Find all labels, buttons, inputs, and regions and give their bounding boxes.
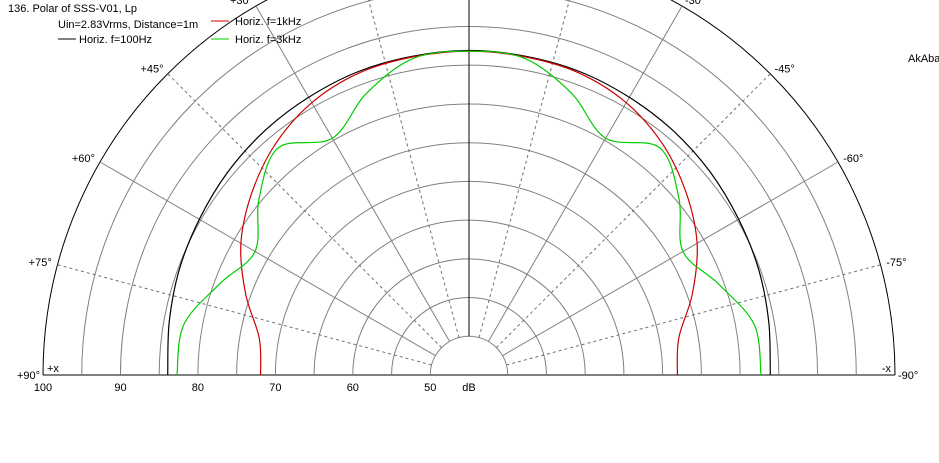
angle-label-p60: +60° — [72, 153, 95, 165]
axis-labels: +90°+75°+60°+45°+30°+15°0°-15°-30°-45°-6… — [17, 0, 918, 394]
spoke-minus75 — [506, 264, 881, 366]
series-curves — [167, 49, 771, 376]
angle-label-m30: -30° — [685, 0, 705, 7]
series-curve-2 — [176, 50, 762, 376]
watermark: AkAba — [908, 53, 939, 65]
db-tick-100: 100 — [34, 382, 52, 394]
db-tick-70: 70 — [269, 382, 281, 394]
spoke-minus60 — [502, 161, 839, 357]
db-tick-80: 80 — [192, 382, 204, 394]
chart-title: 136. Polar of SSS-V01, Lp — [8, 3, 137, 15]
legend-label-100hz: Horiz. f=100Hz — [79, 34, 152, 46]
ring-50db — [429, 335, 509, 376]
ring-100db — [42, 0, 896, 376]
spoke-plus45 — [167, 73, 442, 348]
angle-label-m90: -90° — [898, 370, 918, 382]
db-tick-60: 60 — [347, 382, 359, 394]
legend: Horiz. f=100Hz Horiz. f=1kHz Horiz. f=3k… — [58, 16, 301, 46]
axis-end-left: +x — [47, 363, 59, 375]
db-tick-50: 50 — [424, 382, 436, 394]
polar-grid — [42, 0, 896, 376]
ring-95db — [81, 0, 857, 376]
legend-label-3khz: Horiz. f=3kHz — [235, 34, 301, 46]
chart-subtitle: Uin=2.83Vrms, Distance=1m — [58, 19, 198, 31]
db-tick-90: 90 — [114, 382, 126, 394]
angle-label-p30: +30° — [230, 0, 253, 7]
legend-label-1khz: Horiz. f=1kHz — [235, 16, 301, 28]
spoke-plus60 — [99, 161, 436, 357]
angle-label-p75: +75° — [29, 257, 52, 269]
spoke-plus30 — [255, 5, 451, 342]
angle-label-m60: -60° — [843, 153, 863, 165]
spoke-minus15 — [478, 0, 570, 338]
angle-label-p90: +90° — [17, 370, 40, 382]
angle-label-m75: -75° — [886, 257, 906, 269]
spoke-minus45 — [496, 73, 771, 348]
angle-label-m45: -45° — [774, 64, 794, 76]
axis-end-right: -x — [882, 363, 892, 375]
spoke-minus30 — [487, 5, 683, 342]
db-unit-label: dB — [462, 382, 475, 394]
series-curve-0 — [167, 49, 771, 376]
spoke-plus75 — [57, 264, 432, 366]
spoke-plus15 — [368, 0, 460, 338]
angle-label-p45: +45° — [140, 64, 163, 76]
